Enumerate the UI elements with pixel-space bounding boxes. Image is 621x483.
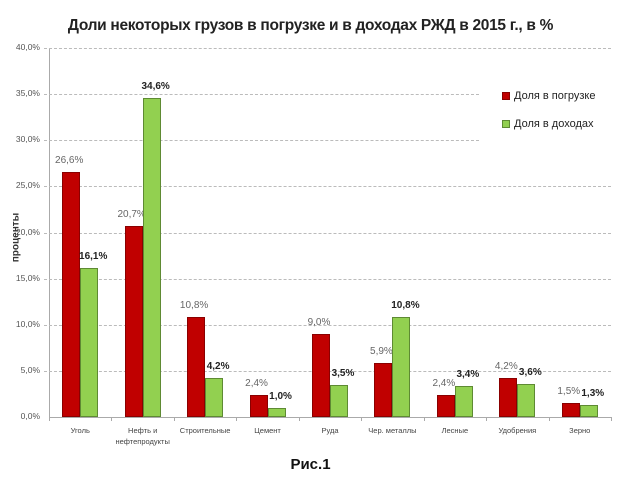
data-label: 2,4% [432,377,456,389]
bar-revenue-share [80,268,99,417]
data-label: 9,0% [307,316,331,328]
gridline [44,140,479,142]
data-label: 4,2% [206,361,230,373]
x-tick-mark [173,417,175,421]
bar-loading-share [124,226,143,417]
gridline [44,324,611,326]
data-label: 26,6% [55,154,84,166]
x-category-label: Удобрения [498,426,537,435]
data-label: 3,6% [518,366,542,378]
y-tick-label: 20,0% [15,226,40,237]
bar-revenue-share [142,97,161,417]
gridline [44,94,479,96]
x-tick-mark [49,417,50,421]
data-label: 10,8% [179,300,209,312]
data-label: 3,5% [331,367,355,379]
legend-item-loading: Доля в погрузке [502,90,595,102]
gridline [44,232,611,234]
legend-swatch-red [502,92,510,100]
bar-revenue-share [205,378,224,417]
x-tick-mark [423,417,425,421]
bar-revenue-share [392,317,411,417]
x-tick-mark [548,417,550,421]
data-label: 20,7% [117,209,146,221]
y-tick-label: 30,0% [15,134,40,145]
y-axis-label: проценты [10,212,22,263]
bar-revenue-share [517,383,536,417]
data-label: 3,4% [456,368,480,380]
data-label: 1,0% [269,390,292,402]
bar-loading-share [499,378,518,417]
data-label: 10,8% [391,300,420,312]
data-label: 4,2% [494,361,518,373]
legend-label: Доля в погрузке [514,90,596,102]
data-label: 16,1% [79,251,108,263]
bar-loading-share [561,403,580,417]
x-tick-mark [486,417,488,421]
bar-loading-share [249,394,268,417]
legend: Доля в погрузке Доля в доходах [502,90,595,146]
chart-title: Доли некоторых грузов в погрузке и в дох… [67,17,554,34]
x-category-label: Уголь [70,426,90,435]
x-category-label: Лесные [441,426,469,435]
figure-caption: Рис.1 [290,456,331,473]
bar-loading-share [312,333,330,417]
y-tick-label: 0,0% [20,411,40,421]
bar-loading-share [374,362,393,417]
x-tick-mark [611,417,612,421]
legend-swatch-green [502,120,510,128]
data-label: 1,5% [557,386,581,398]
legend-label: Доля в доходах [514,118,594,130]
bar-revenue-share [267,407,286,417]
bar-loading-share [62,171,81,417]
bar-revenue-share [454,385,473,417]
gridline [44,186,611,188]
bar-loading-share [436,394,455,417]
y-tick-label: 40,0% [15,42,40,52]
x-category-label: Нефть и нефтепродукты [115,426,170,446]
x-axis-line [49,417,611,418]
gridline [44,278,611,280]
y-tick-label: 5,0% [20,364,40,375]
bar-revenue-share [330,384,348,417]
x-tick-mark [361,417,363,421]
bar-loading-share [187,317,206,417]
x-tick-mark [298,417,300,421]
gridline [44,48,611,49]
x-tick-mark [236,417,238,421]
bar-revenue-share [579,405,598,417]
data-label: 5,9% [370,345,393,357]
y-tick-label: 10,0% [15,318,40,329]
x-category-label: Зерно [569,426,591,435]
data-label: 1,3% [581,388,605,399]
x-category-label: Строительные [179,426,231,435]
y-tick-label: 25,0% [15,180,40,191]
legend-item-revenue: Доля в доходах [502,118,595,130]
data-label: 34,6% [141,80,170,92]
x-category-label: Руда [321,426,339,435]
data-label: 2,4% [245,377,268,389]
x-category-label: Цемент [254,426,281,435]
y-tick-label: 35,0% [15,88,40,99]
x-tick-mark [111,417,113,421]
y-tick-label: 15,0% [15,272,40,283]
x-category-label: Чер. металлы [368,426,417,435]
